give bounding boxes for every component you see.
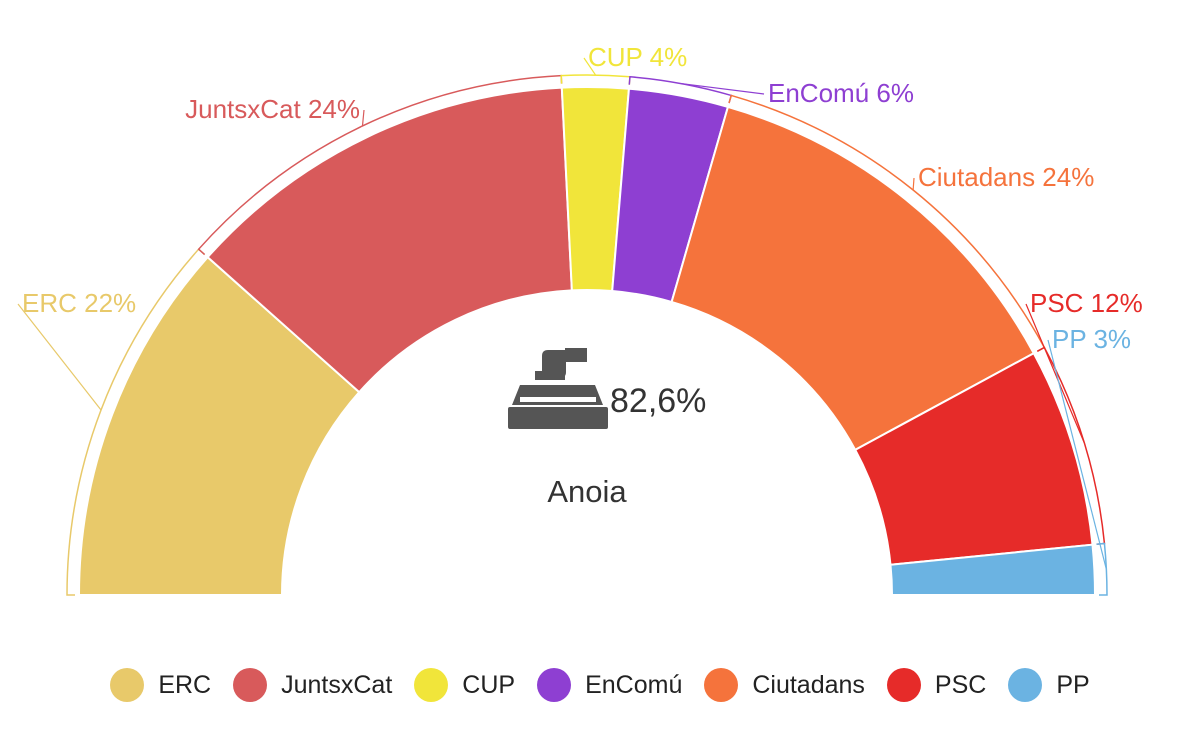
region-label: Anoia xyxy=(547,474,627,509)
legend-swatch xyxy=(233,668,268,702)
legend-label: ERC xyxy=(158,670,212,699)
legend-item-pp: PP xyxy=(1008,668,1090,702)
label-erc: ERC 22% xyxy=(22,288,136,318)
label-encomu: EnComú 6% xyxy=(768,78,914,108)
leader-encomu xyxy=(680,82,765,95)
leader-ciutadans xyxy=(912,177,915,191)
leader-pp xyxy=(1047,339,1107,570)
leader-cup xyxy=(583,57,597,76)
leader-juntsxcat xyxy=(361,109,365,127)
parliament-chart: ERC 22% JuntsxCat 24% CUP 4% EnComú 6% Ciuta… xyxy=(17,42,1143,596)
legend-swatch xyxy=(704,668,739,702)
bracket-cup xyxy=(560,74,631,85)
legend-swatch xyxy=(537,668,572,702)
label-brackets xyxy=(17,57,1108,596)
label-ciutadans: Ciutadans 24% xyxy=(918,162,1094,192)
legend-label: Ciutadans xyxy=(752,670,865,699)
slice-ciutadans xyxy=(670,105,1036,452)
label-psc: PSC 12% xyxy=(1030,288,1143,318)
legend-label: PSC xyxy=(934,670,987,699)
legend: ERC JuntsxCat CUP EnComú Ciutadans PSC PP xyxy=(0,660,1200,710)
slice-labels: ERC 22% JuntsxCat 24% CUP 4% EnComú 6% Ciuta… xyxy=(22,42,1143,354)
legend-item-juntsxcat: JuntsxCat xyxy=(233,668,392,702)
legend-label: CUP xyxy=(462,670,516,699)
legend-swatch xyxy=(414,668,449,702)
leader-erc xyxy=(17,303,102,411)
slice-pp xyxy=(889,543,1097,596)
legend-swatch xyxy=(110,668,145,702)
leader-psc xyxy=(1025,303,1085,443)
ballot-box-icon xyxy=(508,348,608,429)
label-pp: PP 3% xyxy=(1052,324,1131,354)
slice-juntsxcat xyxy=(206,86,573,394)
legend-label: JuntsxCat xyxy=(281,670,393,699)
label-cup: CUP 4% xyxy=(588,42,687,72)
bracket-juntsxcat xyxy=(197,74,563,256)
legend-item-cup: CUP xyxy=(414,668,515,702)
legend-swatch xyxy=(886,668,921,702)
legend-item-psc: PSC xyxy=(886,668,987,702)
legend-item-encomu: EnComú xyxy=(537,668,682,702)
turnout-value: 82,6% xyxy=(610,382,706,420)
legend-swatch xyxy=(1008,668,1043,702)
legend-label: PP xyxy=(1056,670,1090,699)
chart-slices xyxy=(77,86,1097,596)
legend-label: EnComú xyxy=(585,670,683,699)
label-juntsxcat: JuntsxCat 24% xyxy=(185,94,360,124)
legend-item-ciutadans: Ciutadans xyxy=(704,668,865,702)
legend-item-erc: ERC xyxy=(110,668,211,702)
